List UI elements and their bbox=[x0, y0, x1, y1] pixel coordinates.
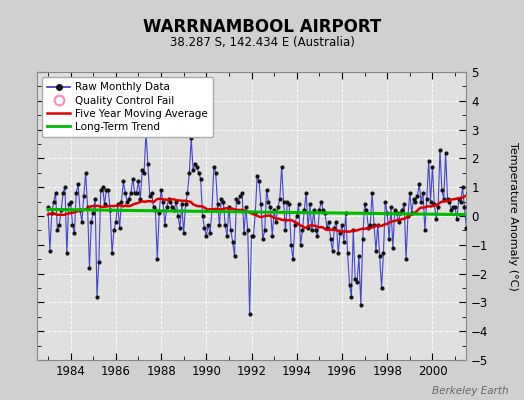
Text: Berkeley Earth: Berkeley Earth bbox=[432, 386, 508, 396]
Text: 38.287 S, 142.434 E (Australia): 38.287 S, 142.434 E (Australia) bbox=[170, 36, 354, 49]
Legend: Raw Monthly Data, Quality Control Fail, Five Year Moving Average, Long-Term Tren: Raw Monthly Data, Quality Control Fail, … bbox=[42, 77, 213, 137]
Y-axis label: Temperature Anomaly (°C): Temperature Anomaly (°C) bbox=[508, 142, 518, 290]
Text: WARRNAMBOOL AIRPORT: WARRNAMBOOL AIRPORT bbox=[143, 18, 381, 36]
